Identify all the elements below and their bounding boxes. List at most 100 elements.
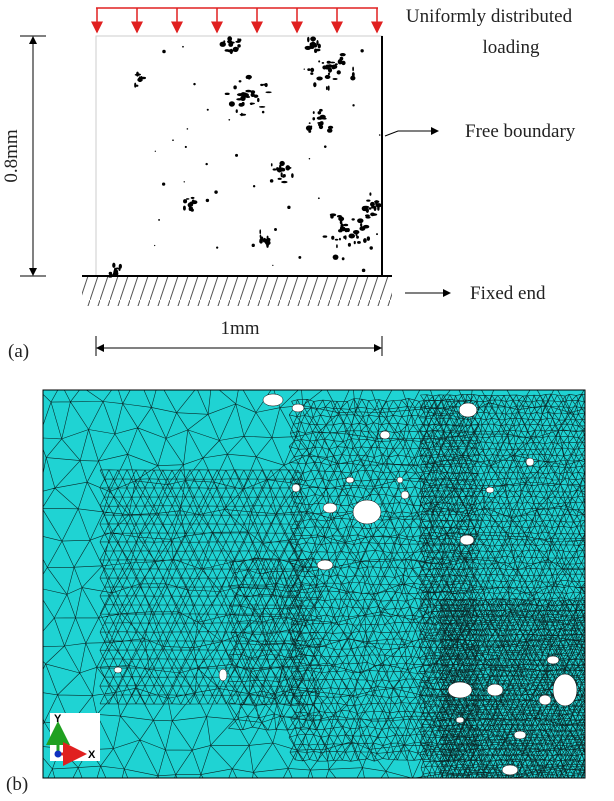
pore	[307, 36, 310, 43]
pore	[253, 94, 259, 98]
pore	[269, 179, 274, 183]
pore	[308, 122, 311, 125]
pore	[162, 49, 166, 54]
pore	[182, 205, 186, 211]
pore	[245, 76, 248, 79]
hole	[345, 476, 355, 484]
pore	[343, 235, 347, 239]
pore	[351, 72, 355, 77]
pore	[272, 168, 277, 171]
pore	[319, 121, 324, 126]
pore	[282, 175, 285, 178]
pore	[308, 158, 311, 160]
pore	[336, 244, 338, 249]
pore	[369, 246, 373, 250]
pore	[265, 91, 272, 94]
pore	[206, 108, 209, 111]
origin	[54, 750, 62, 758]
fixed-support	[82, 277, 392, 306]
pore	[233, 85, 237, 90]
pore	[249, 102, 255, 105]
pore	[263, 239, 270, 243]
pore	[214, 190, 218, 194]
pore	[322, 235, 328, 238]
pore	[312, 117, 316, 121]
pore	[332, 254, 339, 260]
pore	[183, 199, 188, 204]
mesh	[43, 390, 585, 778]
load-label: loading	[483, 37, 540, 58]
pore	[325, 86, 328, 91]
pore	[238, 38, 242, 42]
pore	[327, 72, 331, 76]
pore	[258, 106, 266, 108]
pore	[366, 236, 371, 241]
pore	[287, 205, 291, 209]
pore	[247, 75, 251, 80]
pore	[185, 198, 190, 200]
pore	[134, 82, 137, 88]
pore	[108, 271, 113, 275]
pore	[154, 244, 156, 247]
pore	[363, 238, 367, 244]
pore	[228, 42, 234, 47]
pore	[318, 124, 324, 130]
holes	[113, 393, 578, 776]
pore	[227, 40, 233, 44]
pore	[134, 73, 141, 76]
hole	[400, 490, 410, 500]
panel-label: (b)	[6, 774, 28, 795]
pore	[305, 125, 313, 131]
pore	[182, 45, 184, 48]
hole	[455, 716, 465, 724]
pore	[341, 60, 346, 66]
pore	[376, 233, 378, 236]
specimen	[95, 35, 383, 277]
pore	[332, 65, 335, 68]
height-label: 0.8mm	[1, 129, 22, 183]
pore	[161, 182, 166, 186]
fixed-end-label: Fixed end	[470, 283, 546, 304]
pore	[373, 205, 377, 212]
pore	[191, 199, 195, 203]
mesh-border	[42, 389, 586, 779]
hole	[525, 457, 535, 467]
pore	[338, 216, 345, 222]
hole	[447, 681, 473, 699]
pore	[369, 192, 372, 196]
pore	[285, 166, 292, 170]
pore	[260, 83, 264, 87]
hole	[113, 666, 123, 674]
pore	[351, 218, 355, 221]
pore	[353, 240, 356, 245]
pore	[329, 213, 337, 217]
pore	[334, 63, 338, 66]
pore	[344, 228, 348, 233]
pore	[154, 150, 156, 152]
pore	[115, 267, 120, 270]
pore	[357, 218, 364, 224]
pore	[259, 238, 263, 244]
axis-triad: Y X	[46, 713, 100, 766]
pore	[240, 112, 243, 117]
pore	[158, 218, 160, 221]
pore	[336, 70, 341, 75]
pore	[239, 113, 247, 116]
pore	[224, 92, 230, 96]
pore	[314, 48, 321, 52]
pore	[229, 48, 233, 55]
hole	[485, 486, 495, 494]
pore	[327, 64, 333, 68]
hole	[486, 683, 504, 697]
pore	[313, 82, 317, 88]
load-label: Uniformly distributed	[406, 6, 573, 27]
pore	[241, 101, 245, 106]
pore	[227, 36, 233, 42]
pore	[304, 45, 312, 50]
pore	[324, 74, 331, 80]
pore	[375, 200, 378, 206]
pore	[228, 118, 231, 121]
pore	[327, 85, 330, 91]
pore	[350, 75, 356, 81]
